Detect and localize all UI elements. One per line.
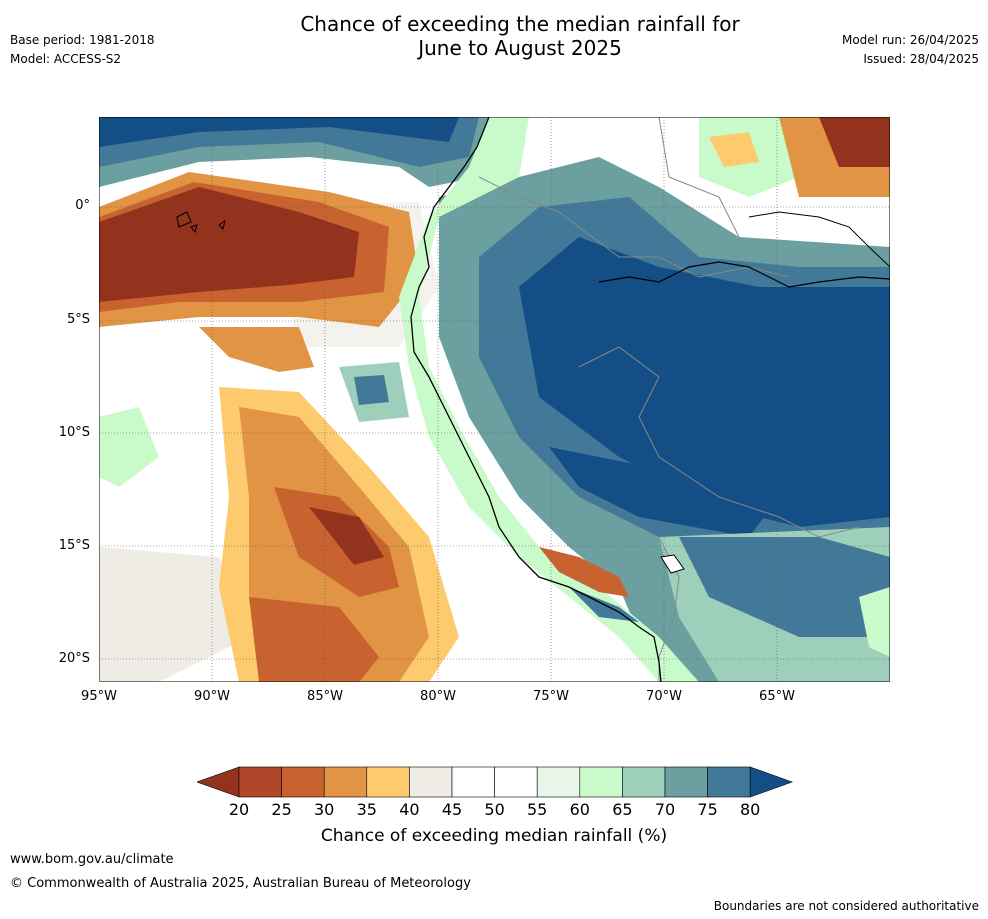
model-run-text: Model run: 26/04/2025 <box>841 33 979 47</box>
colorbar <box>197 766 793 798</box>
copyright-text: © Commonwealth of Australia 2025, Austra… <box>10 876 471 891</box>
colorbar-cell <box>238 766 282 798</box>
river <box>748 211 890 268</box>
coastline <box>410 117 662 682</box>
disclaimer-text: Boundaries are not considered authoritat… <box>713 899 979 913</box>
map-title: Chance of exceeding the median rainfall … <box>220 12 820 60</box>
very-dry-zone <box>539 547 629 597</box>
rainfall-probability-map <box>99 117 890 682</box>
colorbar-cell <box>707 766 751 798</box>
dry-zone <box>709 132 759 167</box>
amazon-river <box>598 261 890 288</box>
lat-label-5s: 5°S <box>66 312 90 327</box>
colorbar-cell <box>451 766 495 798</box>
graticule <box>99 117 890 682</box>
neutral-zone <box>99 547 249 682</box>
moderate-dry-zone <box>199 327 314 372</box>
colorbar-tick-label: 30 <box>314 800 335 819</box>
lat-label-0: 0° <box>75 198 90 213</box>
title-line-2: June to August 2025 <box>418 36 622 60</box>
colorbar-arrow-low <box>197 766 240 798</box>
colorbar-tick-label: 25 <box>271 800 292 819</box>
issued-text: Issued: 28/04/2025 <box>863 52 979 66</box>
lat-label-15s: 15°S <box>58 538 90 553</box>
colorbar-cell <box>281 766 325 798</box>
base-period-text: Base period: 1981-2018 <box>10 33 155 47</box>
colorbar-tick-label: 35 <box>356 800 377 819</box>
lon-label-85w: 85°W <box>307 689 343 704</box>
lake-titicaca <box>660 554 685 574</box>
colorbar-tick-label: 20 <box>228 800 250 819</box>
lon-label-80w: 80°W <box>420 689 456 704</box>
very-dry-zone <box>819 117 890 167</box>
colorbar-cell <box>664 766 708 798</box>
moderate-wet-zone <box>399 117 699 682</box>
colorbar-label: Chance of exceeding median rainfall (%) <box>320 826 668 846</box>
colorbar-arrow-high <box>749 766 793 798</box>
galapagos-islands <box>176 211 226 234</box>
lon-label-75w: 75°W <box>533 689 569 704</box>
colorbar-cell <box>579 766 623 798</box>
colorbar-cell <box>536 766 581 798</box>
lon-label-95w: 95°W <box>81 689 117 704</box>
very-wet-zone <box>519 237 890 527</box>
very-wet-zone <box>679 537 890 637</box>
colorbar-cell <box>366 766 410 798</box>
wet-zone <box>99 407 159 487</box>
colorbar-cell <box>409 766 453 798</box>
very-wet-zone <box>99 117 459 147</box>
very-dry-zone <box>309 507 384 565</box>
colorbar-tick-label: 60 <box>569 800 590 819</box>
moderate-wet-zone <box>859 587 890 657</box>
very-wet-zone <box>354 375 389 405</box>
colorbar-tick-label: 40 <box>399 800 420 819</box>
dry-zone <box>249 597 379 682</box>
lat-label-20s: 20°S <box>58 651 90 666</box>
colorbar-tick-label: 55 <box>527 800 548 819</box>
title-line-1: Chance of exceeding the median rainfall … <box>300 12 740 36</box>
very-dry-zone <box>99 187 359 302</box>
colorbar-cell <box>323 766 368 798</box>
colorbar-tick-label: 75 <box>697 800 718 819</box>
lon-label-65w: 65°W <box>759 689 795 704</box>
colorbar-tick-label: 80 <box>740 800 761 819</box>
model-text: Model: ACCESS-S2 <box>10 52 122 66</box>
lon-label-90w: 90°W <box>194 689 230 704</box>
colorbar-cell <box>622 766 666 798</box>
website-text: www.bom.gov.au/climate <box>10 852 174 867</box>
colorbar-tick-label: 50 <box>484 800 505 819</box>
lon-label-70w: 70°W <box>646 689 682 704</box>
colorbar-tick-label: 70 <box>654 800 676 819</box>
colorbar-tick-label: 65 <box>612 800 633 819</box>
colorbar-cell <box>494 766 538 798</box>
lat-label-10s: 10°S <box>58 425 90 440</box>
map-border <box>99 117 890 682</box>
colorbar-tick-label: 45 <box>441 800 463 819</box>
